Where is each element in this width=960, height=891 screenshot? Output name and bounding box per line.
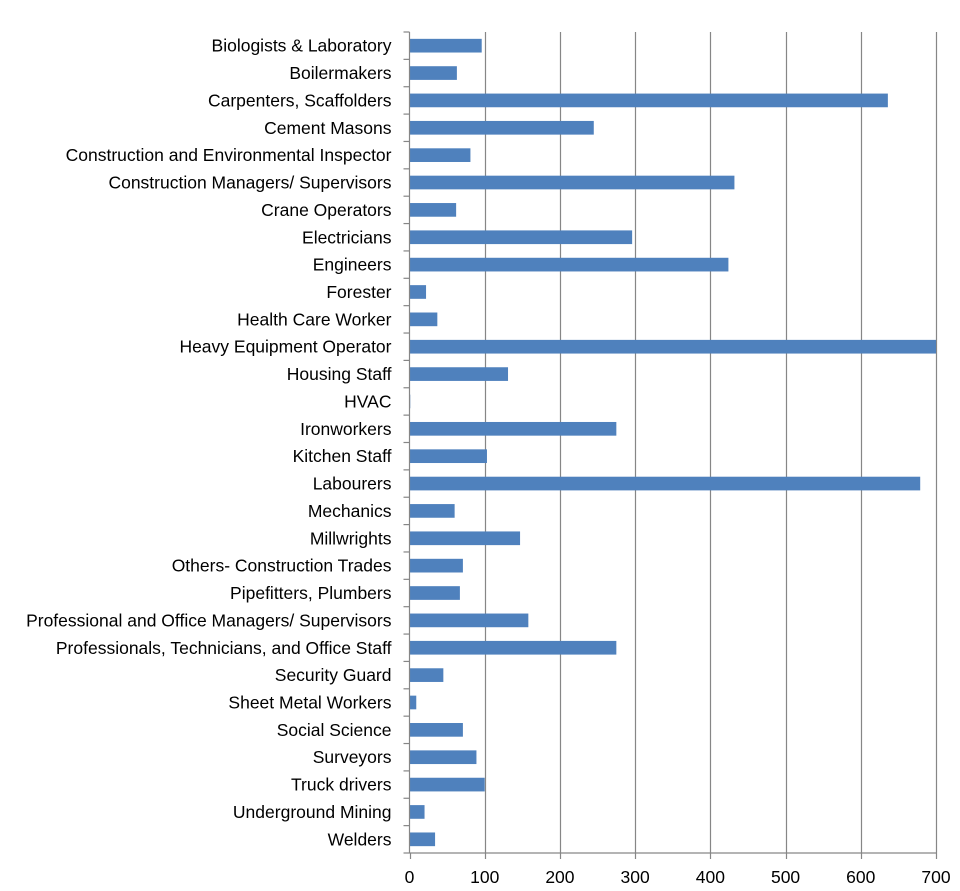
category-label: Electricians: [302, 227, 392, 247]
bar: [409, 476, 921, 491]
x-tick-labels: 0 100 200 300 400 500 600 700: [405, 867, 951, 887]
category-label: Construction Managers/ Supervisors: [108, 173, 391, 193]
x-tick-label: 600: [846, 867, 875, 887]
bar: [409, 777, 485, 792]
bar: [409, 640, 617, 655]
category-label: Labourers: [313, 474, 392, 494]
category-label: Welders: [328, 829, 392, 849]
bar: [409, 312, 438, 327]
bar: [409, 203, 457, 217]
bar: [409, 230, 633, 245]
bar: [409, 339, 936, 354]
category-label: Crane Operators: [261, 200, 392, 220]
category-label: Construction and Environmental Inspector: [66, 145, 392, 165]
bar: [409, 285, 427, 299]
category-label: Carpenters, Scaffolders: [208, 90, 392, 110]
category-label: Heavy Equipment Operator: [179, 337, 391, 357]
category-label: Social Science: [277, 720, 392, 740]
category-label: Truck drivers: [291, 775, 392, 795]
bar: [409, 367, 509, 381]
bar: [409, 531, 521, 546]
x-tick-label: 500: [771, 867, 800, 887]
bar: [409, 558, 463, 573]
x-tick-label: 0: [405, 867, 415, 887]
category-label: Others- Construction Trades: [172, 556, 392, 576]
category-label: Kitchen Staff: [293, 446, 392, 466]
grid-lines: [484, 32, 938, 853]
category-labels: Biologists & Laboratory Boilermakers Carpe…: [26, 36, 392, 850]
category-label: Surveyors: [313, 747, 392, 767]
bar: [409, 695, 417, 710]
bars: [409, 38, 936, 847]
x-tick-label: 300: [621, 867, 650, 887]
bar: [409, 449, 487, 464]
category-label: Housing Staff: [287, 364, 392, 384]
x-tick-label: 700: [921, 867, 950, 887]
bar: [409, 805, 425, 819]
bar: [409, 120, 594, 135]
bar: [409, 723, 463, 737]
bar: [409, 668, 444, 682]
category-label: Mechanics: [308, 501, 392, 521]
category-label: Underground Mining: [233, 802, 392, 822]
bar: [409, 257, 729, 272]
bar: [409, 421, 617, 436]
bar: [409, 750, 477, 765]
bar: [409, 175, 735, 190]
bar: [409, 613, 529, 628]
category-label: Engineers: [313, 255, 392, 275]
bar: [409, 504, 455, 518]
category-label: Millwrights: [310, 528, 392, 548]
category-label: Professional and Office Managers/ Superv…: [26, 610, 392, 630]
category-label: Forester: [326, 282, 391, 302]
x-tick-label: 200: [545, 867, 574, 887]
category-label: Health Care Worker: [237, 309, 391, 329]
category-label: Boilermakers: [289, 63, 391, 83]
bar: [409, 148, 471, 162]
category-label: Sheet Metal Workers: [228, 692, 391, 712]
category-label: Professionals, Technicians, and Office S…: [56, 638, 392, 658]
bar: [409, 93, 888, 108]
x-tick-label: 400: [696, 867, 725, 887]
bar: [409, 832, 436, 847]
x-tick-label: 100: [470, 867, 499, 887]
bar: [409, 586, 460, 600]
bar: [409, 38, 482, 53]
category-label: Security Guard: [275, 665, 392, 685]
category-label: Cement Masons: [264, 118, 392, 138]
category-label: Pipefitters, Plumbers: [230, 583, 392, 603]
bar: [409, 66, 457, 80]
category-label: Biologists & Laboratory: [212, 36, 392, 56]
category-label: HVAC: [344, 391, 391, 411]
category-label: Ironworkers: [300, 419, 392, 439]
axes: [403, 31, 938, 859]
